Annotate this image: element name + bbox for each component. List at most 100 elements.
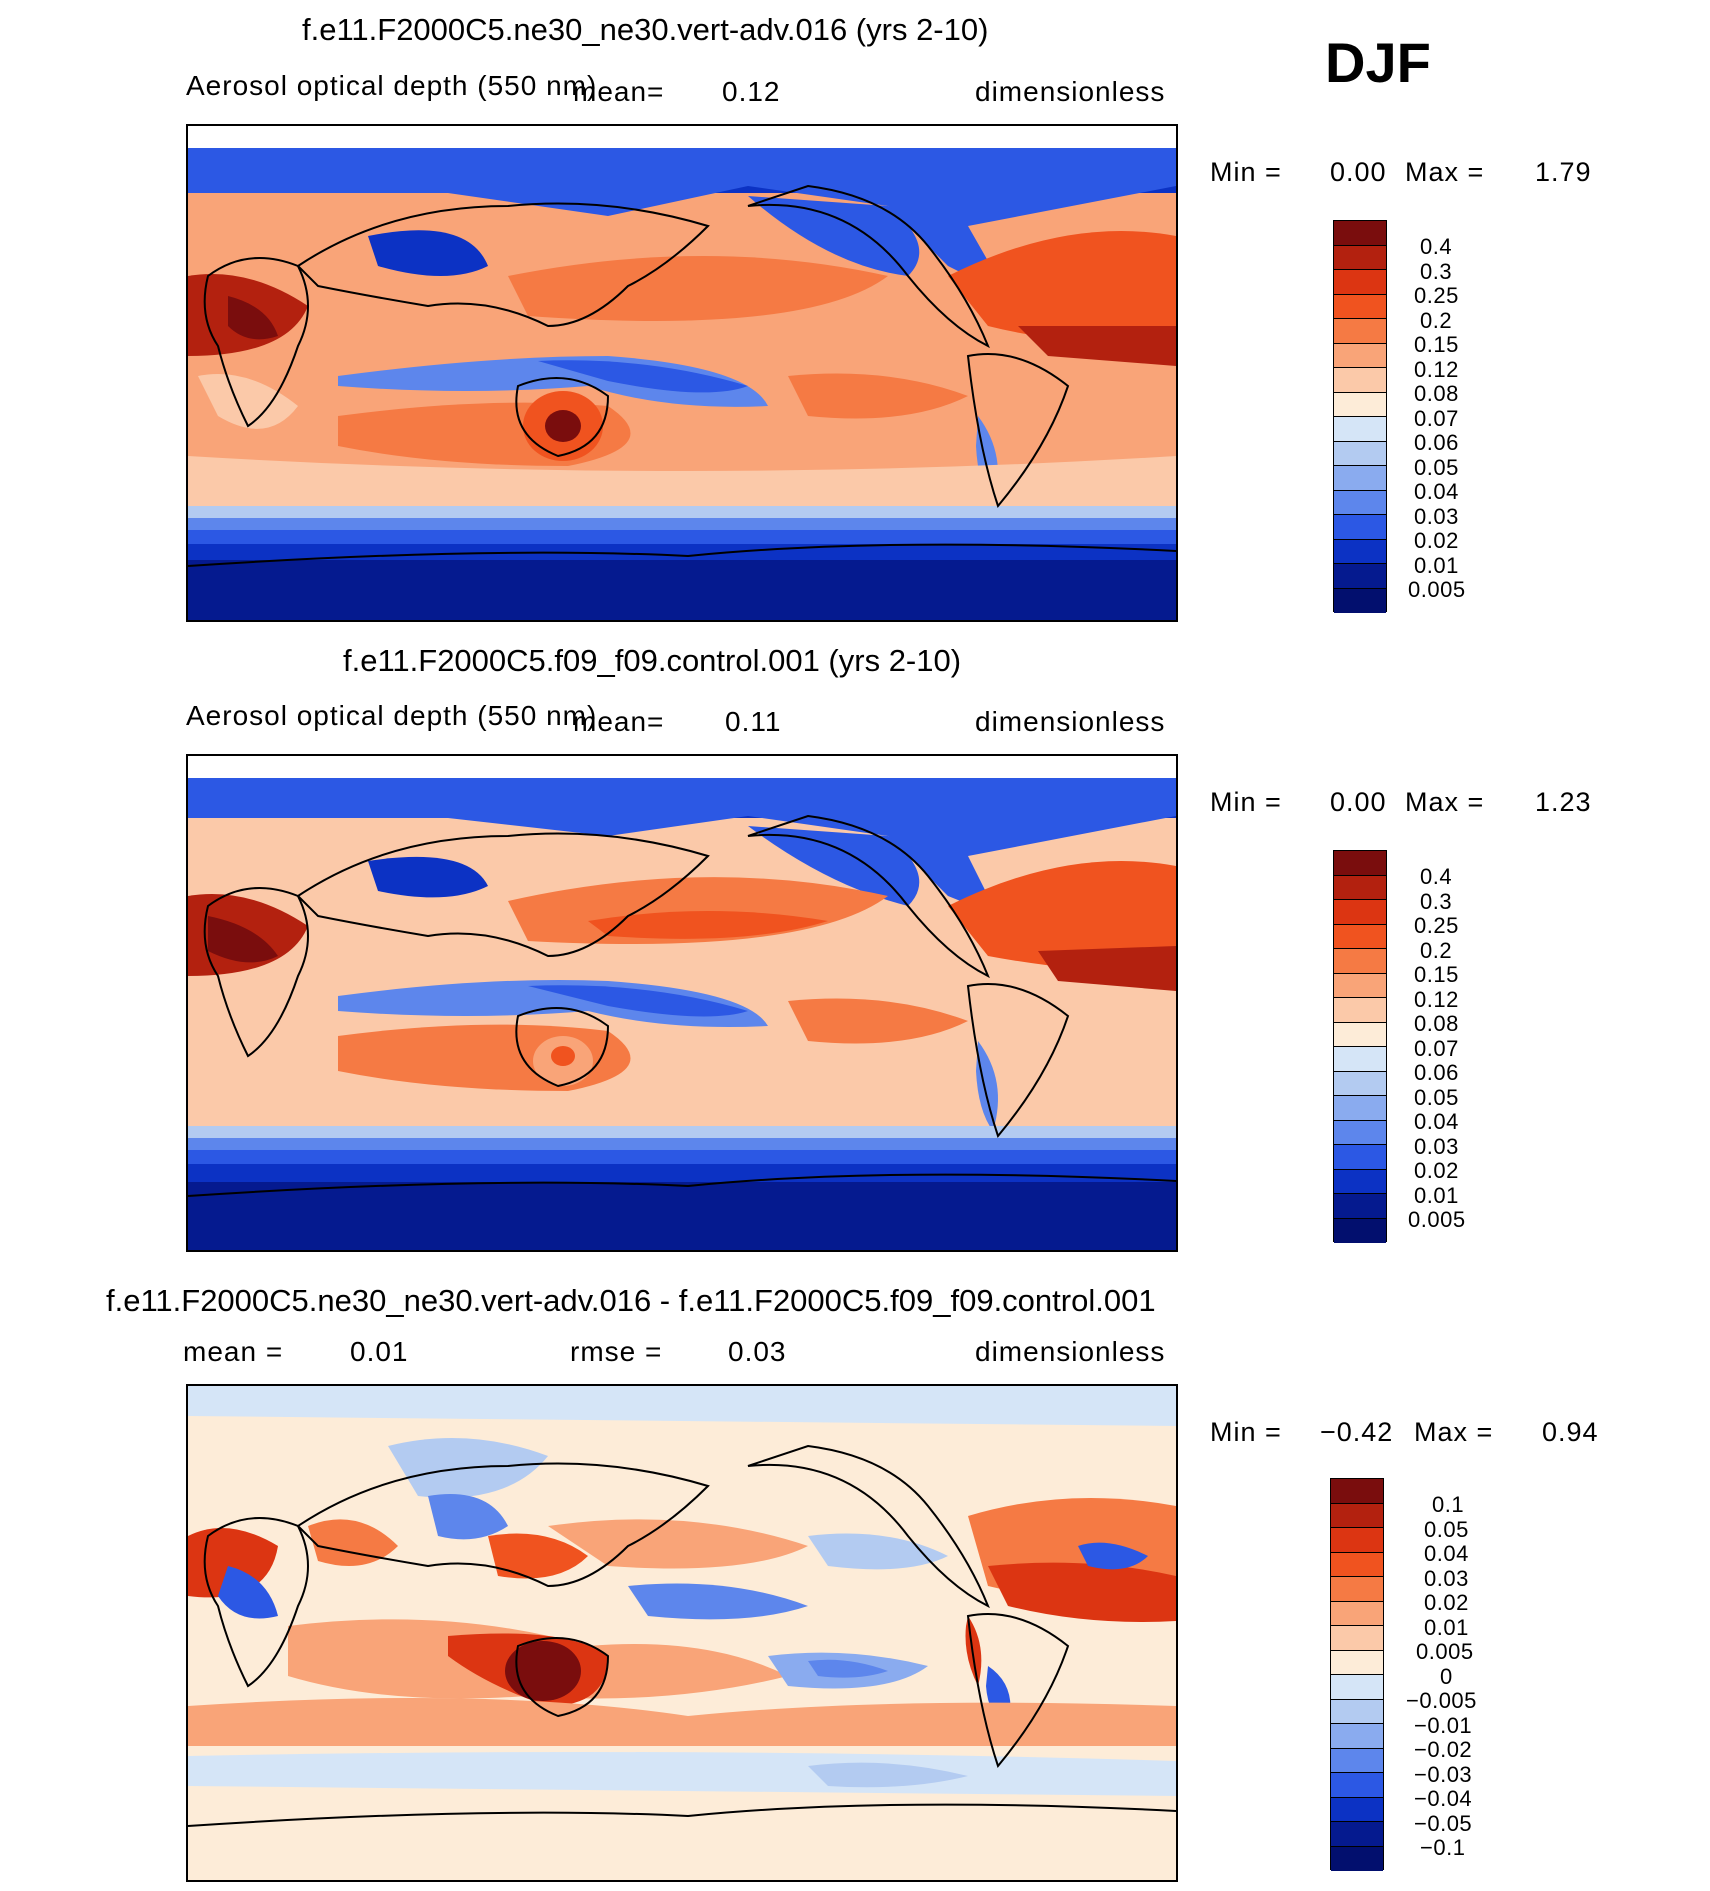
panel1-colorbar-swatch	[1334, 441, 1386, 466]
panel1-colorbar-label: 0.01	[1414, 552, 1459, 578]
panel1-colorbar-swatch	[1334, 539, 1386, 564]
panel2-title: f.e11.F2000C5.f09_f09.control.001 (yrs 2…	[343, 643, 962, 678]
panel3-colorbar-label: −0.04	[1414, 1786, 1473, 1811]
panel2-colorbar-swatch	[1334, 851, 1386, 876]
panel3-max-label: Max =	[1414, 1417, 1494, 1447]
panel2-colorbar-label: 0.06	[1414, 1060, 1459, 1085]
panel1-colorbar-swatch	[1334, 270, 1386, 295]
panel2-mean-value: 0.11	[725, 706, 782, 737]
panel3-colorbar-swatch	[1331, 1479, 1383, 1504]
panel3-colorbar-swatch	[1331, 1773, 1383, 1798]
panel1-max-label: Max =	[1405, 157, 1485, 187]
panel1-colorbar-swatch	[1334, 417, 1386, 442]
panel1-colorbar-label: 0.2	[1420, 307, 1453, 333]
panel3-min-value: −0.42	[1320, 1417, 1394, 1447]
panel3-colorbar-swatch	[1331, 1699, 1383, 1724]
panel1-colorbar-label: 0.005	[1408, 577, 1466, 602]
panel2-min-value: 0.00	[1330, 787, 1387, 817]
panel1-colorbar-label: 0.03	[1414, 503, 1459, 529]
panel1-units: dimensionless	[975, 76, 1166, 107]
panel3-colorbar	[1330, 1478, 1384, 1871]
panel2-map	[186, 754, 1178, 1252]
panel2-colorbar-label: 0.01	[1414, 1182, 1459, 1208]
panel3-colorbar-label: 0.03	[1424, 1565, 1469, 1591]
panel3-mean-label: mean =	[183, 1336, 284, 1367]
panel1-colorbar-swatch	[1334, 466, 1386, 491]
panel1-colorbar-label: 0.07	[1414, 405, 1459, 431]
panel2-colorbar-swatch	[1334, 1022, 1386, 1047]
panel1-colorbar-label: 0.02	[1414, 528, 1459, 553]
panel1-mean-label: mean=	[573, 76, 665, 107]
panel3-colorbar-label: 0.1	[1432, 1492, 1465, 1517]
panel1-variable: Aerosol optical depth (550 nm)	[186, 70, 598, 101]
panel2-colorbar-swatch	[1334, 1169, 1386, 1194]
panel1-colorbar-label: 0.08	[1414, 381, 1459, 406]
panel2-colorbar-label: 0.08	[1414, 1011, 1459, 1036]
panel1-min-label: Min =	[1210, 157, 1282, 187]
panel3-colorbar-swatch	[1331, 1528, 1383, 1553]
panel3-rmse-value: 0.03	[728, 1336, 787, 1367]
panel1-colorbar-swatch	[1334, 392, 1386, 417]
panel2-colorbar-label: 0.03	[1414, 1133, 1459, 1159]
panel1-colorbar-label: 0.3	[1420, 258, 1453, 284]
panel3-colorbar-swatch	[1331, 1797, 1383, 1822]
panel3-mean-value: 0.01	[350, 1336, 409, 1367]
panel2-colorbar-label: 0.005	[1408, 1207, 1466, 1232]
panel1-colorbar-swatch	[1334, 588, 1386, 613]
panel1-colorbar-label: 0.25	[1414, 283, 1459, 308]
panel2-colorbar-label: 0.12	[1414, 986, 1459, 1012]
panel3-colorbar-swatch	[1331, 1846, 1383, 1871]
panel1-colorbar	[1333, 220, 1387, 613]
panel1-colorbar-swatch	[1334, 368, 1386, 393]
panel1-colorbar-label: 0.12	[1414, 356, 1459, 382]
panel1-colorbar-swatch	[1334, 245, 1386, 270]
panel2-colorbar-swatch	[1334, 924, 1386, 949]
panel2-variable: Aerosol optical depth (550 nm)	[186, 700, 598, 731]
panel3-colorbar-label: 0	[1440, 1663, 1453, 1689]
panel2-colorbar-label: 0.02	[1414, 1158, 1459, 1183]
panel3-min-label: Min =	[1210, 1417, 1282, 1447]
panel3-map	[186, 1384, 1178, 1882]
panel2-colorbar-label: 0.4	[1420, 864, 1453, 889]
panel3-title: f.e11.F2000C5.ne30_ne30.vert-adv.016 - f…	[106, 1283, 1156, 1318]
panel1-colorbar-swatch	[1334, 319, 1386, 344]
panel3-colorbar-swatch	[1331, 1503, 1383, 1528]
panel1-colorbar-swatch	[1334, 490, 1386, 515]
panel2-colorbar-swatch	[1334, 1145, 1386, 1170]
panel3-colorbar-swatch	[1331, 1552, 1383, 1577]
panel3-colorbar-label: −0.005	[1406, 1688, 1477, 1713]
panel3-colorbar-swatch	[1331, 1675, 1383, 1700]
panel3-rmse-label: rmse =	[570, 1336, 663, 1367]
panel3-colorbar-swatch	[1331, 1601, 1383, 1626]
panel2-colorbar-label: 0.04	[1414, 1109, 1459, 1134]
panel2-colorbar-swatch	[1334, 875, 1386, 900]
panel3-colorbar-label: 0.02	[1424, 1590, 1469, 1615]
panel3-colorbar-swatch	[1331, 1650, 1383, 1675]
panel2-colorbar-label: 0.15	[1414, 962, 1459, 987]
panel3-colorbar-swatch	[1331, 1724, 1383, 1749]
panel2-colorbar-swatch	[1334, 1218, 1386, 1243]
panel2-colorbar-swatch	[1334, 949, 1386, 974]
panel3-colorbar-swatch	[1331, 1577, 1383, 1602]
panel1-map	[186, 124, 1178, 622]
panel2-colorbar-swatch	[1334, 973, 1386, 998]
panel1-max-value: 1.79	[1535, 157, 1592, 187]
panel2-max-value: 1.23	[1535, 787, 1592, 817]
panel1-colorbar-swatch	[1334, 564, 1386, 589]
panel2-colorbar-swatch	[1334, 998, 1386, 1023]
panel2-colorbar-swatch	[1334, 1071, 1386, 1096]
panel1-title: f.e11.F2000C5.ne30_ne30.vert-adv.016 (yr…	[302, 12, 989, 47]
panel3-colorbar-label: 0.04	[1424, 1541, 1469, 1566]
panel2-units: dimensionless	[975, 706, 1166, 737]
panel1-min-value: 0.00	[1330, 157, 1387, 187]
panel3-colorbar-label: −0.1	[1420, 1835, 1466, 1860]
panel2-colorbar-swatch	[1334, 1047, 1386, 1072]
panel3-units: dimensionless	[975, 1336, 1166, 1367]
panel2-colorbar-swatch	[1334, 1120, 1386, 1145]
panel2-min-label: Min =	[1210, 787, 1282, 817]
panel2-colorbar-label: 0.05	[1414, 1084, 1459, 1110]
panel2-colorbar-swatch	[1334, 1096, 1386, 1121]
panel2-max-label: Max =	[1405, 787, 1485, 817]
panel1-colorbar-label: 0.06	[1414, 430, 1459, 455]
panel1-colorbar-swatch	[1334, 343, 1386, 368]
